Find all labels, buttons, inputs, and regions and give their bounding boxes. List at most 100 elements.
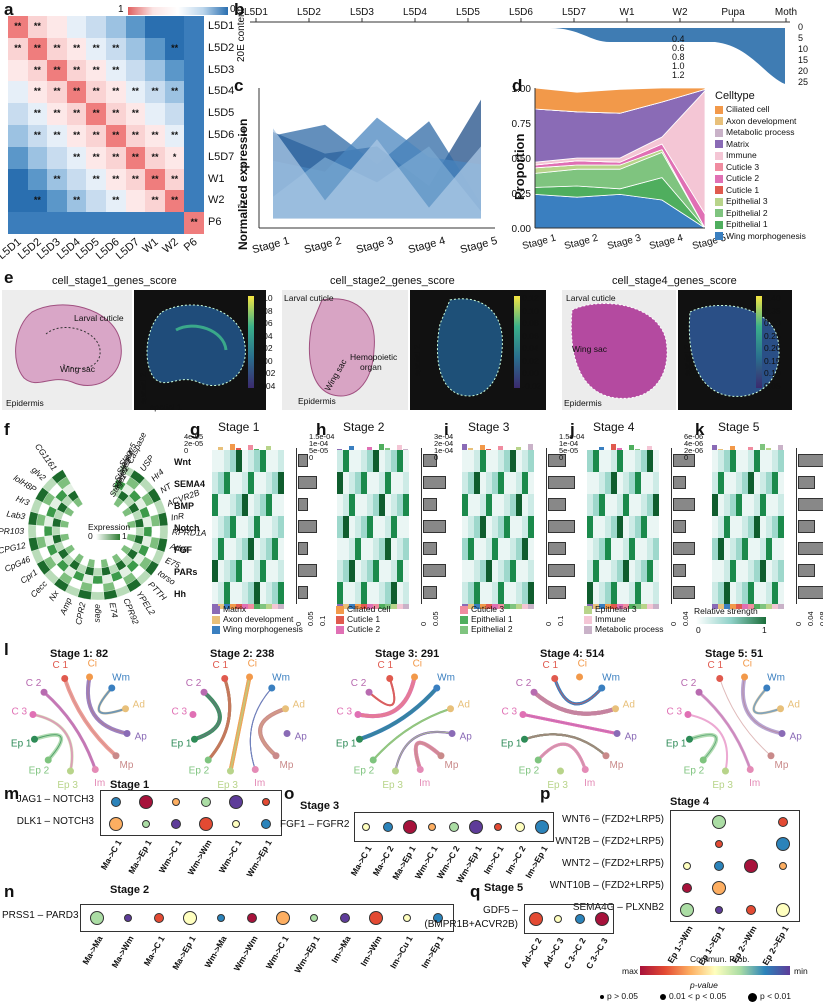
- right-tick-b: 15: [798, 55, 808, 65]
- heat-cell: [343, 538, 349, 560]
- heat-cell: [635, 538, 641, 560]
- heat-cell: [587, 560, 593, 582]
- heat-cell: [516, 538, 522, 560]
- spatial-image-stage1: [134, 290, 266, 410]
- heat-cell: [379, 560, 385, 582]
- heat-cell: [718, 516, 724, 538]
- heatmap-cell: [86, 212, 106, 234]
- heatmap-cell: **: [8, 37, 28, 60]
- heat-cell: [343, 472, 349, 494]
- top-tick: 3e-04: [434, 432, 454, 441]
- dot: [469, 820, 483, 834]
- heat-cell: [635, 494, 641, 516]
- bar-axis: [546, 448, 547, 604]
- group-strip: [504, 604, 510, 609]
- dot: [529, 912, 543, 926]
- network-node-label: C 3: [171, 707, 187, 718]
- group-strip: [641, 604, 647, 609]
- top-tick: 4e-05: [184, 432, 204, 441]
- ytick-c: -1: [237, 199, 247, 211]
- network-node: [283, 730, 291, 738]
- heat-cell: [778, 450, 784, 472]
- heat-cell: [391, 516, 397, 538]
- heatmap-cell: *: [164, 146, 185, 169]
- heat-cell: [587, 538, 593, 560]
- network-node-label: C 2: [26, 678, 42, 689]
- heat-cell: [385, 582, 391, 604]
- legend-d-item: Cuticle 3: [715, 162, 759, 172]
- heat-cell: [367, 538, 373, 560]
- group-strip: [254, 604, 260, 609]
- right-tick-b: 20: [798, 66, 808, 76]
- heat-cell: [397, 516, 403, 538]
- heat-cell: [718, 538, 724, 560]
- dot: [368, 911, 383, 925]
- panel-label-n: n: [4, 882, 15, 901]
- group-strip: [528, 604, 534, 609]
- network-edge: [207, 678, 232, 761]
- heat-cell: [712, 450, 718, 472]
- p2-label: 0.01 < p < 0.05: [669, 991, 727, 1001]
- heat-cell: [516, 450, 522, 472]
- chart-c-ylabel: Normalized expression: [236, 118, 250, 250]
- heatmap-cell: **: [106, 146, 126, 169]
- group-strip: [355, 604, 361, 609]
- heatmap-row-label: L5D2: [208, 41, 235, 54]
- network-edge: [698, 691, 752, 770]
- legend-text: Cuticle 3: [726, 161, 760, 172]
- strength-bar: [423, 586, 437, 599]
- group-strip: [480, 604, 486, 609]
- chart-b-ylabel: 20E content: [236, 8, 247, 62]
- heat-cell: [498, 516, 504, 538]
- heatmap-cell: [47, 16, 67, 38]
- heatmap-cell: [125, 190, 146, 213]
- network-node-label: C 3: [336, 707, 352, 718]
- heatmap-cell: [164, 103, 185, 125]
- heat-cell: [391, 560, 397, 582]
- heat-cell: [266, 582, 272, 604]
- heat-cell: [724, 494, 730, 516]
- dotplot-frame: [354, 812, 554, 842]
- top-tick: 1.5e-04: [559, 432, 585, 441]
- legend-swatch: [336, 615, 344, 624]
- e2-label-hemopoietic: Hemopoietic: [350, 352, 398, 362]
- heatmap-cell: [145, 37, 165, 60]
- ytick-d: 0.75: [512, 119, 532, 130]
- heat-cell: [748, 450, 754, 472]
- heat-cell: [712, 538, 718, 560]
- heat-cell: [260, 516, 266, 538]
- group-strip: [617, 604, 623, 609]
- group-strip: [754, 604, 760, 609]
- heat-cell: [605, 582, 611, 604]
- rel-strength-hi: 1: [762, 625, 767, 635]
- heat-cell: [272, 450, 278, 472]
- dot: [776, 903, 790, 917]
- heat-cell: [528, 560, 534, 582]
- legend-swatch: [715, 151, 723, 160]
- gene-label: RPRD1A: [172, 527, 207, 538]
- dot: [778, 817, 788, 827]
- e1-label-cuticle: Larval cuticle: [74, 313, 124, 323]
- heat-cell: [248, 450, 254, 472]
- heat-cell: [385, 494, 391, 516]
- heat-cell: [248, 538, 254, 560]
- heat-cell: [504, 494, 510, 516]
- network-node: [189, 710, 197, 718]
- stage-label-b: L5D2: [297, 7, 321, 18]
- heat-cell: [629, 582, 635, 604]
- network-node: [576, 673, 584, 681]
- pair-label: FGF1 – FGFR2: [280, 819, 350, 830]
- dot: [109, 817, 123, 831]
- network-node-label: Ep 1: [501, 739, 522, 750]
- group-strip: [474, 604, 480, 609]
- dot: [776, 837, 790, 851]
- network-node-label: Ep 3: [382, 780, 403, 791]
- heatmap-cell: **: [66, 103, 87, 125]
- heat-cell: [748, 516, 754, 538]
- strength-bar: [548, 586, 566, 599]
- panel-label-q: q: [470, 882, 481, 901]
- heat-cell: [492, 582, 498, 604]
- heat-cell: [748, 582, 754, 604]
- heat-cell: [266, 450, 272, 472]
- heat-cell: [462, 472, 468, 494]
